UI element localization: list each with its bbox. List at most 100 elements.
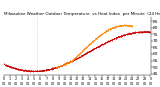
Point xyxy=(103,43,105,44)
Point xyxy=(49,69,52,70)
Point xyxy=(126,24,128,25)
Point xyxy=(64,63,66,65)
Point xyxy=(26,70,28,72)
Point xyxy=(34,70,36,72)
Point xyxy=(122,35,125,36)
Point xyxy=(125,33,128,35)
Point xyxy=(61,64,64,65)
Point xyxy=(59,65,62,66)
Point xyxy=(147,31,150,32)
Point xyxy=(106,30,108,31)
Point xyxy=(12,67,15,68)
Point xyxy=(65,62,68,63)
Point xyxy=(63,63,65,65)
Point xyxy=(119,35,121,36)
Point xyxy=(115,37,118,38)
Point xyxy=(106,41,109,42)
Point xyxy=(32,70,35,71)
Point xyxy=(123,34,125,35)
Point xyxy=(67,62,69,63)
Point xyxy=(67,61,70,63)
Point xyxy=(66,62,69,64)
Point xyxy=(82,54,84,56)
Point xyxy=(112,27,114,28)
Point xyxy=(89,43,91,45)
Point xyxy=(133,32,135,33)
Point xyxy=(107,29,109,31)
Point xyxy=(6,65,8,66)
Point xyxy=(144,31,146,32)
Point xyxy=(87,51,89,52)
Point xyxy=(85,46,87,48)
Point xyxy=(14,66,16,68)
Point xyxy=(109,39,112,40)
Point xyxy=(23,69,26,71)
Point xyxy=(95,38,98,39)
Point xyxy=(42,69,45,70)
Point xyxy=(126,33,128,34)
Point xyxy=(4,64,7,65)
Point xyxy=(60,65,63,66)
Point xyxy=(119,24,122,26)
Point xyxy=(90,41,93,43)
Point xyxy=(87,44,89,45)
Point xyxy=(109,27,112,29)
Point xyxy=(83,49,85,50)
Point xyxy=(10,66,12,68)
Point xyxy=(124,34,126,36)
Point xyxy=(77,57,80,59)
Point xyxy=(111,39,114,40)
Point xyxy=(128,25,131,26)
Point xyxy=(56,65,58,67)
Point xyxy=(110,39,112,41)
Point xyxy=(96,36,99,38)
Point xyxy=(78,56,81,57)
Point xyxy=(71,60,74,61)
Point xyxy=(84,53,87,54)
Point xyxy=(51,68,53,69)
Point xyxy=(130,25,133,26)
Point xyxy=(97,35,100,36)
Point xyxy=(5,65,7,66)
Point xyxy=(132,32,135,33)
Point xyxy=(7,65,10,66)
Point xyxy=(35,71,38,72)
Point xyxy=(64,64,67,65)
Point xyxy=(68,62,71,64)
Point xyxy=(60,65,62,66)
Point xyxy=(92,48,94,50)
Point xyxy=(97,45,99,47)
Point xyxy=(126,33,129,35)
Point xyxy=(31,71,34,72)
Point xyxy=(143,31,145,32)
Point xyxy=(125,24,128,26)
Point xyxy=(144,30,146,32)
Point xyxy=(32,71,35,72)
Point xyxy=(85,46,88,47)
Point xyxy=(110,27,112,29)
Point xyxy=(141,31,144,33)
Point xyxy=(63,63,66,65)
Point xyxy=(101,33,104,34)
Point xyxy=(130,25,132,27)
Point xyxy=(103,42,106,44)
Point xyxy=(96,37,98,39)
Point xyxy=(125,33,128,35)
Point xyxy=(66,62,69,64)
Point xyxy=(18,68,20,70)
Point xyxy=(61,64,63,66)
Point xyxy=(86,51,89,52)
Point xyxy=(8,65,10,67)
Point xyxy=(120,36,122,37)
Point xyxy=(90,50,92,51)
Point xyxy=(136,31,139,33)
Point xyxy=(101,32,104,34)
Point xyxy=(6,65,9,66)
Point xyxy=(41,70,44,72)
Point xyxy=(52,68,54,69)
Point xyxy=(98,45,101,46)
Point xyxy=(98,35,101,36)
Point xyxy=(110,39,112,40)
Point xyxy=(41,70,43,71)
Point xyxy=(129,25,132,26)
